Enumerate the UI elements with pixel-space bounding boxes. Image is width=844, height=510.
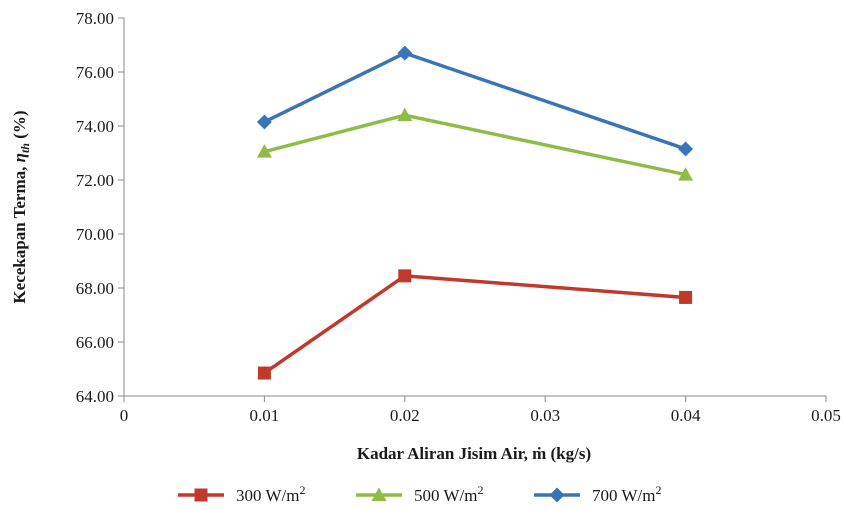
data-point-marker [256,144,272,158]
data-point-marker [398,269,412,283]
legend-item: 500 W/m2 [356,483,483,505]
y-tick-label: 68.00 [76,279,114,298]
series-line [263,274,686,375]
x-tick-label: 0.02 [390,406,420,425]
series-2 [256,107,694,181]
y-axis-title-unit: (%) [10,110,29,143]
y-axis-title: Kecekapan Terma, ηth (%) [10,110,32,303]
series-layer [256,45,694,380]
y-tick-label: 64.00 [76,387,114,406]
legend-marker [371,487,387,501]
legend-item: 700 W/m2 [534,483,661,505]
y-tick-label: 70.00 [76,225,114,244]
legend-item: 300 W/m2 [178,483,305,505]
chart-axes [123,18,826,397]
data-point-marker [397,45,413,61]
x-tick-label: 0.01 [250,406,280,425]
y-axis-title-sub: th [18,143,32,153]
legend-label: 700 W/m2 [592,483,661,505]
legend-label: 500 W/m2 [414,483,483,505]
y-tick-label: 76.00 [76,63,114,82]
series-1 [257,269,693,380]
series-line [263,113,686,177]
x-tick-label: 0.03 [530,406,560,425]
y-tick-label: 66.00 [76,333,114,352]
x-tick-label: 0 [120,406,129,425]
chart-legend: 300 W/m2 500 W/m2 700 W/m2 [178,483,661,505]
legend-marker [549,487,565,503]
data-point-marker [678,167,694,181]
y-axis-title-main: Kecekapan Terma, [10,162,29,303]
x-axis-ticks: 0 0.01 0.02 0.03 0.04 0.05 [120,396,841,425]
legend-label: 300 W/m2 [236,483,305,505]
data-point-marker [257,366,271,380]
data-point-marker [679,290,693,304]
y-tick-label: 72.00 [76,171,114,190]
y-axis-title-eta: η [10,153,29,162]
legend-marker [194,488,208,502]
data-point-marker [397,107,413,122]
y-tick-label: 74.00 [76,117,114,136]
x-tick-label: 0.05 [811,406,841,425]
data-point-marker [678,141,694,157]
x-tick-label: 0.04 [671,406,701,425]
y-tick-label: 78.00 [76,9,114,28]
y-axis-ticks: 64.00 66.00 68.00 70.00 72.00 74.00 76.00 78.00 [76,9,124,406]
series-3 [256,45,694,157]
x-axis-title: Kadar Aliran Jisim Air, ṁ (kg/s) [357,444,591,463]
data-point-marker [256,114,272,130]
